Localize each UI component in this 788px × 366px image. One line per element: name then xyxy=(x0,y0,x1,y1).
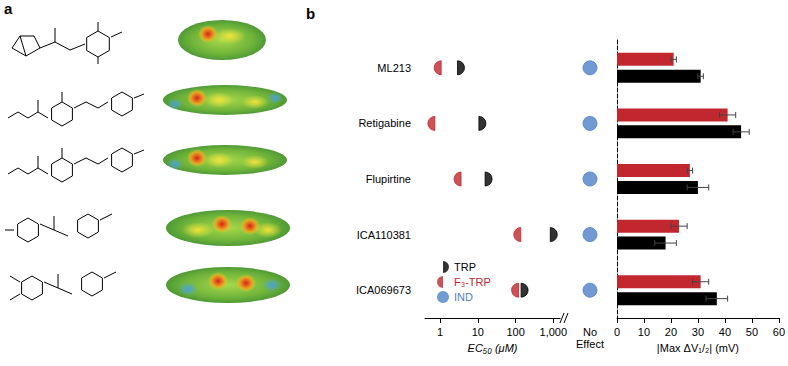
svg-text:TRP: TRP xyxy=(454,261,476,273)
svg-text:EC₅₀ (μM): EC₅₀ (μM) xyxy=(468,342,518,354)
svg-text:ICA110381: ICA110381 xyxy=(357,229,411,241)
svg-text:Effect: Effect xyxy=(576,338,604,350)
svg-text:ICA069673: ICA069673 xyxy=(356,284,411,296)
svg-text:20: 20 xyxy=(665,326,677,338)
svg-text:1: 1 xyxy=(437,326,443,338)
svg-text:|Max ΔV₁/₂| (mV): |Max ΔV₁/₂| (mV) xyxy=(657,342,739,354)
svg-text:F₃-TRP: F₃-TRP xyxy=(454,276,491,288)
svg-text:IND: IND xyxy=(454,291,473,303)
svg-text:40: 40 xyxy=(719,326,731,338)
svg-text:30: 30 xyxy=(692,326,704,338)
svg-text:Flupirtine: Flupirtine xyxy=(366,173,411,185)
svg-text:100: 100 xyxy=(506,326,524,338)
svg-text:1,000: 1,000 xyxy=(540,326,568,338)
svg-text:ML213: ML213 xyxy=(377,62,411,74)
svg-text:0: 0 xyxy=(614,326,620,338)
svg-text:10: 10 xyxy=(472,326,484,338)
svg-text:Retigabine: Retigabine xyxy=(358,117,411,129)
svg-text:a: a xyxy=(4,0,13,17)
svg-text:10: 10 xyxy=(638,326,650,338)
svg-text:No: No xyxy=(583,326,597,338)
svg-text:b: b xyxy=(306,5,315,22)
svg-text:60: 60 xyxy=(773,326,785,338)
svg-text:50: 50 xyxy=(746,326,758,338)
